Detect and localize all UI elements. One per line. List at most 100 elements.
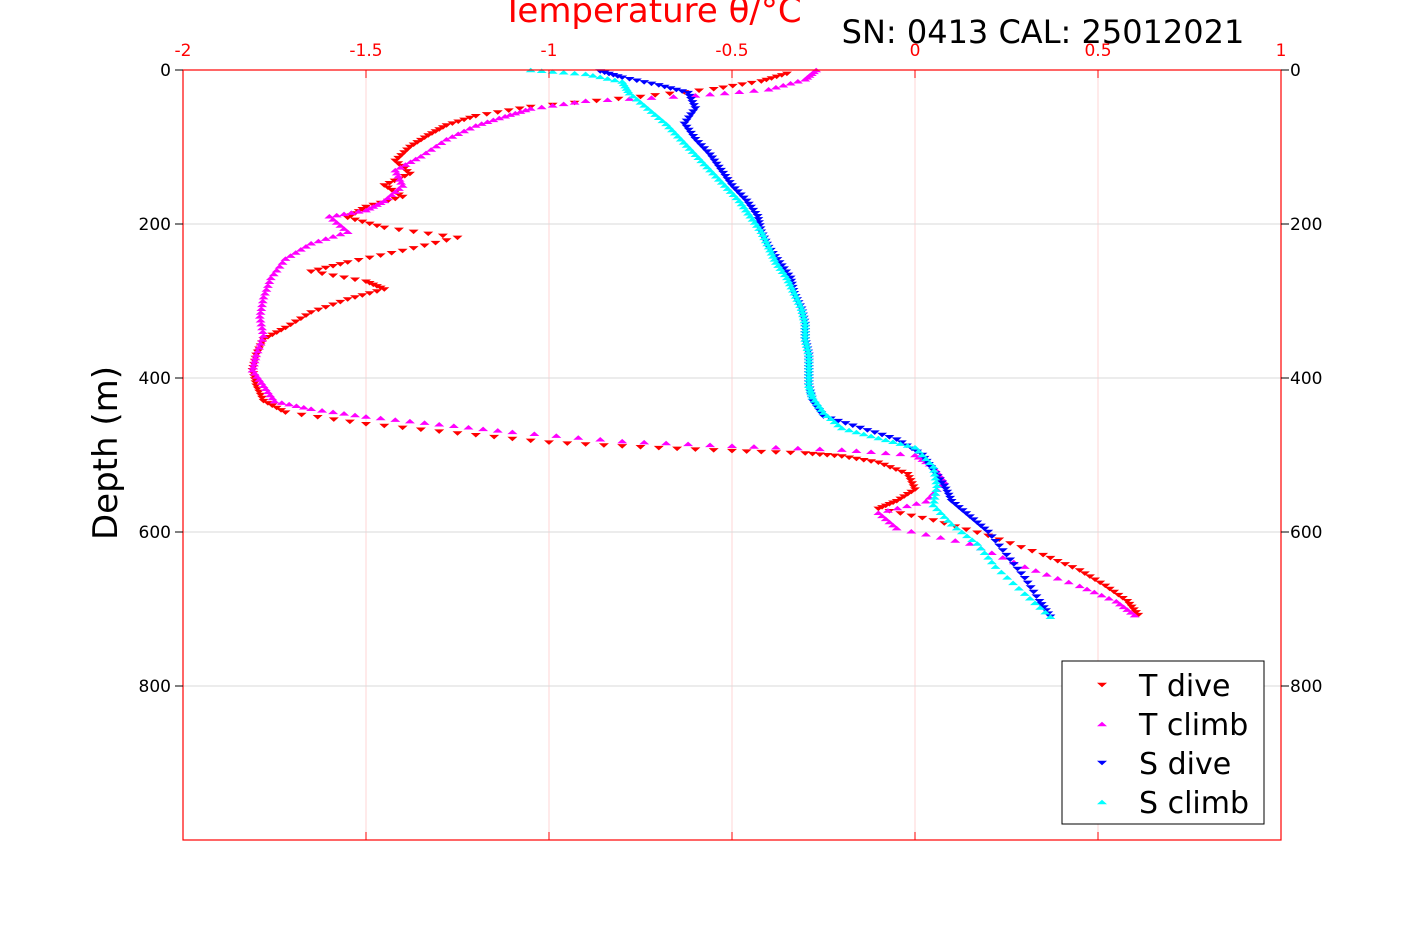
data-point <box>901 503 912 509</box>
data-point <box>884 435 895 440</box>
data-point <box>1019 591 1030 596</box>
data-point <box>746 204 757 210</box>
data-point <box>562 441 573 446</box>
data-point <box>396 180 407 185</box>
data-point <box>328 409 339 415</box>
data-point <box>639 103 650 108</box>
data-point <box>251 352 262 358</box>
data-point <box>930 475 941 481</box>
data-point <box>748 88 759 93</box>
data-point <box>702 164 713 170</box>
data-point <box>928 502 939 508</box>
data-point <box>399 150 410 155</box>
data-point <box>681 124 692 130</box>
data-point <box>902 443 913 448</box>
data-point <box>884 519 895 525</box>
data-point <box>983 529 994 535</box>
data-point <box>250 355 261 361</box>
data-point <box>803 349 814 355</box>
data-point <box>1109 589 1120 595</box>
data-point <box>295 316 306 321</box>
data-point <box>453 119 464 124</box>
data-point <box>924 460 935 465</box>
data-point <box>353 209 364 214</box>
data-point <box>1122 607 1133 612</box>
data-point <box>328 263 339 269</box>
data-point <box>1095 580 1106 586</box>
data-point <box>267 403 278 408</box>
data-point <box>624 76 635 82</box>
data-point <box>639 80 650 85</box>
data-point <box>544 440 554 445</box>
data-point <box>668 94 679 99</box>
data-point <box>684 146 695 151</box>
data-point <box>800 337 811 342</box>
data-point <box>814 404 825 409</box>
data-point <box>1034 599 1045 604</box>
data-point <box>453 131 464 137</box>
data-point <box>1016 571 1027 576</box>
data-point <box>902 492 913 497</box>
data-point <box>907 481 918 486</box>
data-point <box>481 112 492 117</box>
data-point <box>390 158 401 164</box>
data-point <box>741 449 752 454</box>
data-point <box>719 90 730 96</box>
data-point <box>929 472 940 477</box>
data-point <box>724 180 735 185</box>
data-point <box>470 433 481 438</box>
data-point <box>328 273 339 278</box>
data-point <box>313 238 324 244</box>
data-point <box>804 385 815 391</box>
data-point <box>379 183 390 188</box>
data-point <box>405 159 416 165</box>
data-point <box>500 113 511 119</box>
data-point <box>866 459 877 464</box>
data-point <box>397 183 408 188</box>
data-point <box>252 348 263 354</box>
data-point <box>745 214 756 219</box>
data-point <box>829 453 840 459</box>
data-point <box>763 244 774 250</box>
data-point <box>646 95 657 100</box>
data-point <box>895 441 906 446</box>
data-point <box>740 207 751 213</box>
data-point <box>396 153 407 158</box>
data-point <box>873 506 884 512</box>
data-point <box>507 429 518 435</box>
data-point <box>515 109 526 114</box>
data-point <box>430 240 441 246</box>
data-point <box>957 508 968 513</box>
data-point <box>384 180 395 186</box>
data-point <box>729 186 740 191</box>
data-point <box>707 170 718 176</box>
data-point <box>694 88 705 94</box>
data-point <box>423 133 434 138</box>
data-point <box>1067 565 1078 570</box>
data-point <box>734 198 745 204</box>
data-point <box>317 408 328 413</box>
data-point <box>628 93 639 99</box>
data-point <box>595 437 606 442</box>
data-point <box>269 398 280 404</box>
data-point <box>1025 585 1036 590</box>
data-point <box>1104 586 1115 592</box>
data-point <box>946 498 957 504</box>
data-point <box>436 140 447 145</box>
data-point <box>690 152 701 157</box>
data-point <box>972 541 983 546</box>
data-point <box>602 76 613 81</box>
data-point <box>448 423 459 428</box>
data-point <box>718 170 729 176</box>
data-point <box>661 440 672 446</box>
data-point <box>757 232 768 238</box>
data-point <box>708 448 719 453</box>
y-tick-label-left: 600 <box>139 523 171 543</box>
data-point <box>404 144 415 150</box>
x-tick-label: 0.5 <box>1084 41 1111 61</box>
data-point <box>346 210 357 215</box>
data-point <box>482 119 493 124</box>
data-point <box>259 291 270 296</box>
data-point <box>994 543 1005 549</box>
data-point <box>891 437 902 442</box>
